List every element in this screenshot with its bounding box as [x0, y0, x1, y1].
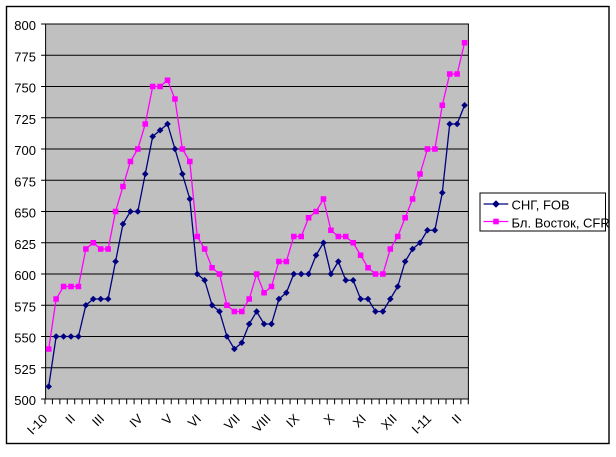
- svg-text:500: 500: [14, 393, 36, 408]
- svg-text:775: 775: [14, 49, 36, 64]
- svg-text:525: 525: [14, 362, 36, 377]
- svg-text:600: 600: [14, 268, 36, 283]
- svg-text:550: 550: [14, 331, 36, 346]
- svg-text:700: 700: [14, 143, 36, 158]
- svg-text:725: 725: [14, 112, 36, 127]
- svg-text:750: 750: [14, 81, 36, 96]
- svg-text:Бл. Восток, CFR: Бл. Восток, CFR: [512, 215, 610, 230]
- svg-text:650: 650: [14, 206, 36, 221]
- svg-text:575: 575: [14, 299, 36, 314]
- svg-text:СНГ, FOB: СНГ, FOB: [512, 198, 570, 213]
- svg-text:675: 675: [14, 174, 36, 189]
- svg-text:625: 625: [14, 237, 36, 252]
- svg-text:800: 800: [14, 18, 36, 33]
